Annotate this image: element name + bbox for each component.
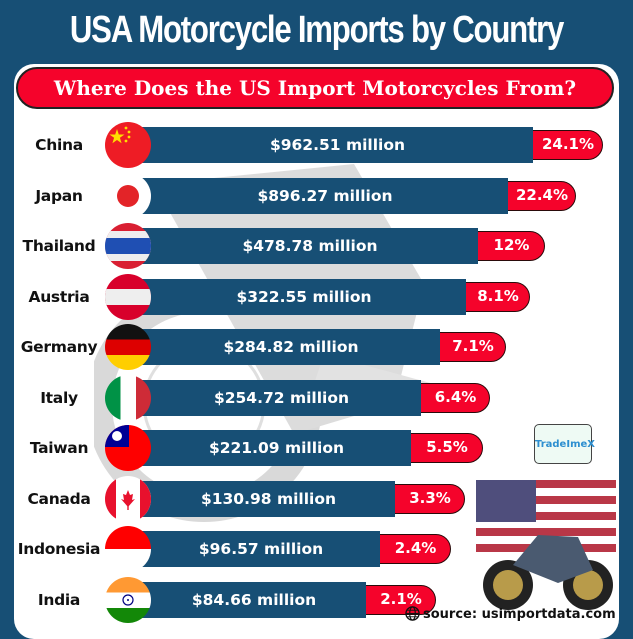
tradeimex-logo: TradeImeX <box>534 424 595 464</box>
country-label: India <box>37 590 81 609</box>
indonesia-flag-icon <box>105 526 151 572</box>
country-label: Indonesia <box>17 540 101 558</box>
china-flag-icon <box>105 122 151 168</box>
value-bar: $254.72 million <box>128 379 421 416</box>
austria-flag-icon <box>105 273 151 320</box>
chart-row-germany: Germany 7.1% $284.82 million <box>0 324 633 370</box>
country-label: Taiwan <box>29 439 89 457</box>
share-percent-pill: 8.1% <box>446 281 530 312</box>
value-bar: $130.98 million <box>128 480 395 517</box>
value-bar: $84.66 million <box>128 581 366 618</box>
country-label: Germany <box>20 338 98 356</box>
chart-row-italy: Italy 6.4% $254.72 million <box>0 374 633 421</box>
chart-row-austria: Austria 8.1% $322.55 million <box>0 273 633 320</box>
chart-row-taiwan: Taiwan 5.5% $221.09 million <box>0 425 633 471</box>
source-text: source: usimportdata.com <box>423 607 616 622</box>
value-bar: $896.27 million <box>128 177 508 214</box>
usa-flag-motorcycle-image <box>476 480 616 610</box>
japan-flag-icon <box>105 172 151 219</box>
country-label: Austria <box>28 287 90 306</box>
germany-flag-icon <box>105 324 151 370</box>
thailand-flag-icon <box>105 223 151 269</box>
chart-row-indonesia: Indonesia 2.4% $96.57 million <box>0 526 633 572</box>
country-label: Italy <box>40 388 78 407</box>
source-credit: source: usimportdata.com <box>405 606 616 624</box>
value-bar: $478.78 million <box>128 228 478 264</box>
globe-icon <box>405 606 420 621</box>
chart-row-japan: Japan 22.4% $896.27 million <box>0 172 633 219</box>
value-bar: $96.57 million <box>128 531 380 567</box>
taiwan-flag-icon <box>105 425 151 471</box>
subtitle-banner: Where Does the US Import Motorcycles Fro… <box>16 67 614 109</box>
value-bar: $284.82 million <box>128 329 440 365</box>
value-bar: $322.55 million <box>128 278 466 315</box>
page-title: USA Motorcycle Imports by Country <box>69 9 564 51</box>
chart-row-thailand: Thailand 12% $478.78 million <box>0 223 633 269</box>
chart-row-canada: Canada 3.3% $130.98 million <box>0 475 633 522</box>
india-flag-icon <box>105 576 151 623</box>
country-label: China <box>35 136 83 154</box>
country-label: Canada <box>27 489 91 508</box>
chart-row-china: China 24.1% $962.51 million <box>0 122 633 168</box>
country-label: Thailand <box>22 237 96 255</box>
italy-flag-icon <box>105 374 151 421</box>
country-label: Japan <box>35 186 83 205</box>
value-bar: $962.51 million <box>128 127 533 163</box>
value-bar: $221.09 million <box>128 430 411 466</box>
chart-row-india: India 2.1% $84.66 million <box>0 576 633 623</box>
canada-flag-icon <box>105 475 151 522</box>
